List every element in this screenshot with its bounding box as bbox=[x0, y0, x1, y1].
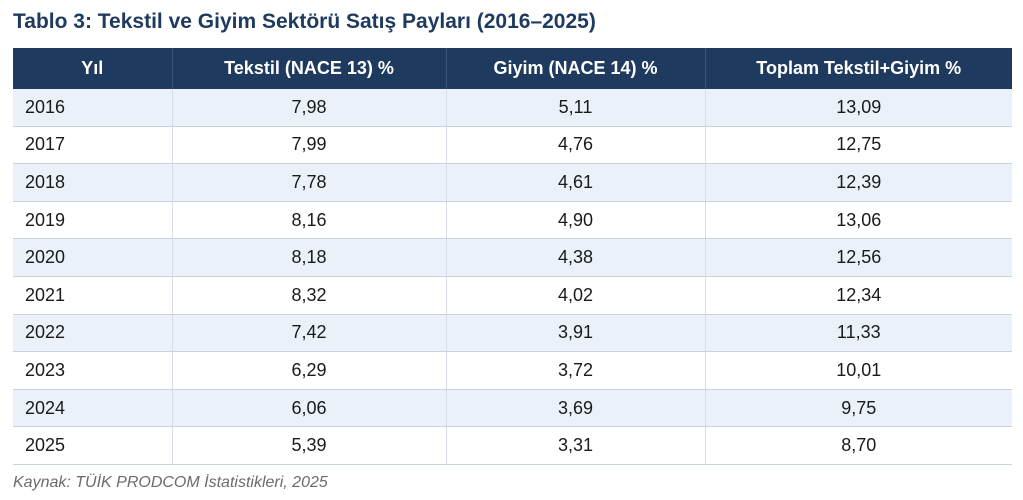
header-total: Toplam Tekstil+Giyim % bbox=[705, 48, 1012, 89]
cell-year: 2017 bbox=[13, 126, 173, 165]
header-row: Yıl Tekstil (NACE 13) % Giyim (NACE 14) … bbox=[13, 48, 1012, 89]
table-body: 2016 7,98 5,11 13,09 2017 7,99 4,76 12,75 2018 7,… bbox=[13, 89, 1012, 465]
cell-textile: 7,99 bbox=[172, 126, 447, 165]
table-title: Tablo 3: Tekstil ve Giyim Sektörü Satış … bbox=[13, 10, 596, 33]
cell-year: 2019 bbox=[13, 201, 173, 240]
cell-textile: 8,18 bbox=[172, 238, 447, 277]
cell-total: 12,56 bbox=[705, 238, 1012, 277]
table-row: 2017 7,99 4,76 12,75 bbox=[13, 126, 1012, 165]
cell-apparel: 3,31 bbox=[446, 426, 706, 465]
sales-share-table: Yıl Tekstil (NACE 13) % Giyim (NACE 14) … bbox=[13, 48, 1012, 465]
header-textile: Tekstil (NACE 13) % bbox=[172, 48, 447, 89]
cell-textile: 7,42 bbox=[172, 314, 447, 353]
cell-apparel: 4,61 bbox=[446, 163, 706, 202]
cell-total: 11,33 bbox=[705, 314, 1012, 353]
cell-total: 8,70 bbox=[705, 426, 1012, 465]
cell-year: 2025 bbox=[13, 426, 173, 465]
cell-total: 13,06 bbox=[705, 201, 1012, 240]
cell-apparel: 4,02 bbox=[446, 276, 706, 315]
cell-apparel: 5,11 bbox=[446, 89, 706, 127]
table-row: 2018 7,78 4,61 12,39 bbox=[13, 163, 1012, 202]
cell-textile: 7,78 bbox=[172, 163, 447, 202]
table-row: 2023 6,29 3,72 10,01 bbox=[13, 351, 1012, 390]
cell-textile: 6,29 bbox=[172, 351, 447, 390]
cell-total: 12,34 bbox=[705, 276, 1012, 315]
table-row: 2022 7,42 3,91 11,33 bbox=[13, 314, 1012, 353]
cell-textile: 8,32 bbox=[172, 276, 447, 315]
cell-year: 2023 bbox=[13, 351, 173, 390]
table-row: 2019 8,16 4,90 13,06 bbox=[13, 201, 1012, 240]
table-row: 2024 6,06 3,69 9,75 bbox=[13, 389, 1012, 428]
table-row: 2020 8,18 4,38 12,56 bbox=[13, 238, 1012, 277]
source-note: Kaynak: TÜİK PRODCOM İstatistikleri, 202… bbox=[13, 474, 328, 491]
cell-total: 9,75 bbox=[705, 389, 1012, 428]
cell-textile: 5,39 bbox=[172, 426, 447, 465]
cell-apparel: 3,69 bbox=[446, 389, 706, 428]
cell-year: 2020 bbox=[13, 238, 173, 277]
cell-textile: 6,06 bbox=[172, 389, 447, 428]
cell-total: 13,09 bbox=[705, 89, 1012, 127]
cell-year: 2024 bbox=[13, 389, 173, 428]
table-row: 2021 8,32 4,02 12,34 bbox=[13, 276, 1012, 315]
table-row: 2016 7,98 5,11 13,09 bbox=[13, 89, 1012, 127]
cell-year: 2016 bbox=[13, 89, 173, 127]
cell-year: 2022 bbox=[13, 314, 173, 353]
cell-total: 12,39 bbox=[705, 163, 1012, 202]
cell-apparel: 3,72 bbox=[446, 351, 706, 390]
cell-year: 2021 bbox=[13, 276, 173, 315]
table-header: Yıl Tekstil (NACE 13) % Giyim (NACE 14) … bbox=[13, 48, 1012, 89]
cell-apparel: 4,76 bbox=[446, 126, 706, 165]
header-year: Yıl bbox=[13, 48, 173, 89]
cell-apparel: 3,91 bbox=[446, 314, 706, 353]
cell-total: 10,01 bbox=[705, 351, 1012, 390]
cell-total: 12,75 bbox=[705, 126, 1012, 165]
cell-textile: 7,98 bbox=[172, 89, 447, 127]
cell-year: 2018 bbox=[13, 163, 173, 202]
cell-apparel: 4,38 bbox=[446, 238, 706, 277]
cell-textile: 8,16 bbox=[172, 201, 447, 240]
header-apparel: Giyim (NACE 14) % bbox=[446, 48, 706, 89]
cell-apparel: 4,90 bbox=[446, 201, 706, 240]
table-row: 2025 5,39 3,31 8,70 bbox=[13, 426, 1012, 465]
